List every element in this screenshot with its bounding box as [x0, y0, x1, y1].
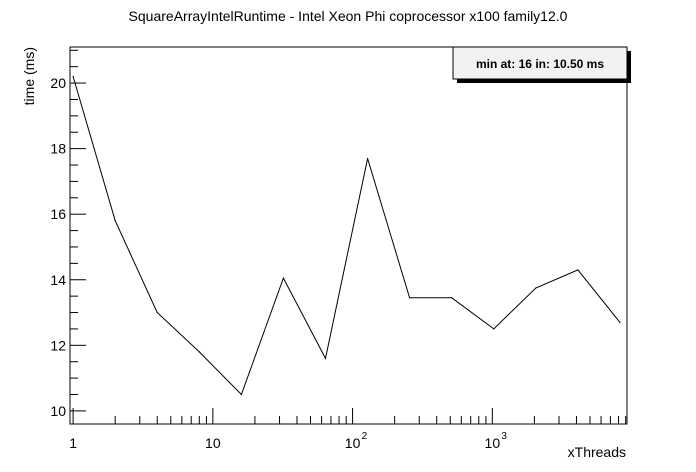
data-point — [114, 220, 116, 222]
data-point — [198, 351, 200, 353]
y-tick-label: 20 — [50, 75, 66, 91]
y-tick-label: 16 — [50, 206, 66, 222]
y-tick-label: 10 — [50, 403, 66, 419]
data-point — [619, 321, 621, 323]
data-point — [409, 297, 411, 299]
chart-title: SquareArrayIntelRuntime - Intel Xeon Phi… — [129, 8, 568, 24]
x-tick-label: 1 — [69, 435, 77, 451]
data-point — [72, 75, 74, 78]
x-axis-label: xThreads — [568, 444, 626, 460]
data-point — [366, 157, 369, 160]
x-tick-label: 10 — [485, 435, 501, 451]
y-tick-label: 12 — [50, 337, 66, 353]
x-tick-label: 10 — [345, 435, 361, 451]
data-point — [156, 311, 158, 314]
x-tick-exponent: 3 — [501, 431, 507, 442]
data-point — [282, 277, 285, 279]
x-tick-exponent: 2 — [362, 431, 368, 442]
data-point — [535, 287, 537, 289]
data-point — [240, 393, 242, 396]
data-point — [493, 328, 495, 330]
min-annotation-box: min at: 16 in: 10.50 ms — [452, 46, 631, 83]
min-annotation-text: min at: 16 in: 10.50 ms — [476, 57, 604, 71]
x-axis: 1 10 10 2 10 3 — [69, 408, 627, 451]
series-line — [72, 76, 621, 396]
series-layer — [72, 75, 621, 396]
data-point — [577, 269, 579, 271]
y-tick-label: 14 — [50, 272, 66, 288]
y-axis: 10 12 14 16 18 20 — [50, 49, 86, 419]
x-tick-label: 10 — [205, 435, 221, 451]
y-axis-label: time (ms) — [21, 47, 37, 105]
data-point — [451, 297, 453, 299]
data-point — [324, 357, 327, 360]
plot-frame — [69, 46, 628, 425]
y-tick-label: 18 — [50, 141, 66, 157]
